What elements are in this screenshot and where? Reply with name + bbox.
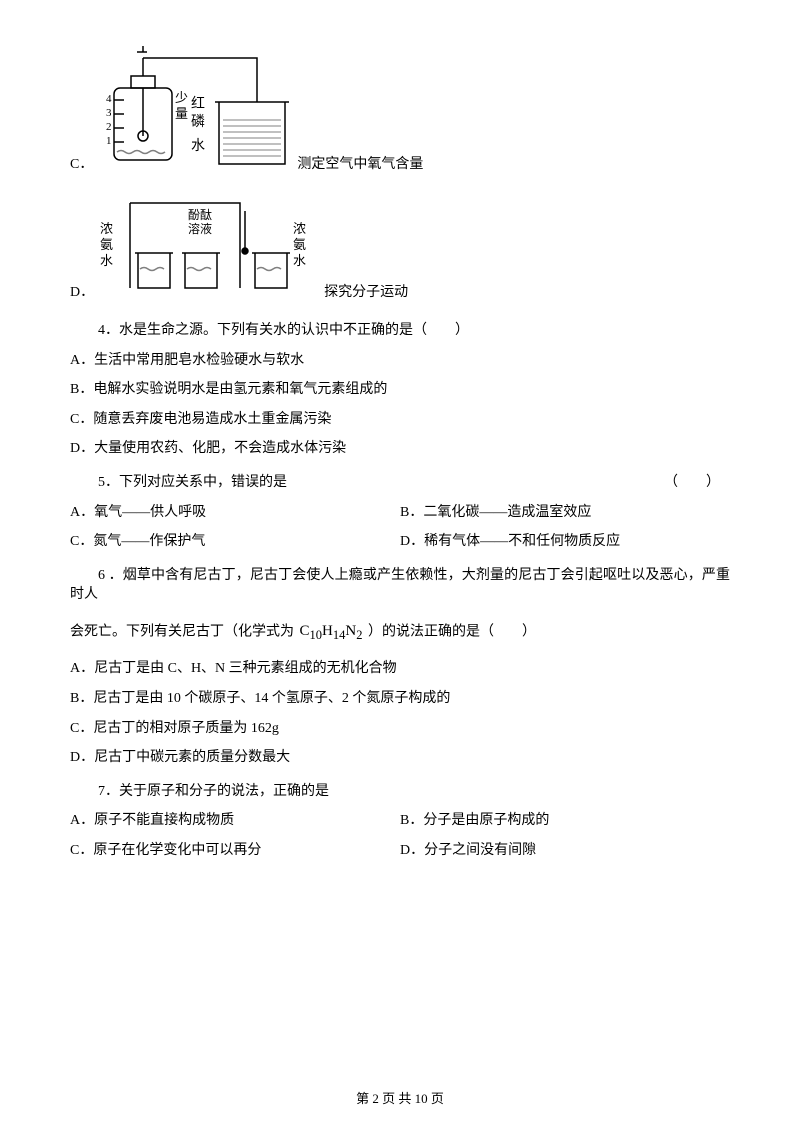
f-C: C <box>300 623 310 639</box>
diagram-c-caption: 测定空气中氧气含量 <box>297 155 423 175</box>
f-c: 10 <box>310 628 323 642</box>
footer-mid: 页 共 <box>379 1091 415 1106</box>
f-H: H <box>322 623 333 639</box>
q6-stem2: 会死亡。下列有关尼古丁（化学式为 C10H14N2 ）的说法正确的是（ ） <box>70 615 730 650</box>
option-c-label: C． <box>70 155 93 175</box>
label-liang: 量 <box>175 106 188 121</box>
q6-stem2b: ）的说法正确的是（ ） <box>368 624 536 639</box>
q7-d: D．分子之间没有间隙 <box>400 841 730 861</box>
f-N: N <box>345 623 356 639</box>
scale-1: 1 <box>106 135 112 147</box>
scale-3: 3 <box>106 107 112 119</box>
scale-4: 4 <box>106 93 112 105</box>
q4-c: C．随意丢弃废电池易造成水土重金属污染 <box>70 410 730 430</box>
q6-d: D．尼古丁中碳元素的质量分数最大 <box>70 748 730 768</box>
f-n: 2 <box>356 628 362 642</box>
q5-stem: 5．下列对应关系中，错误的是 <box>70 473 636 493</box>
page-root: C． <box>0 0 800 1132</box>
q7-b: B．分子是由原子构成的 <box>400 811 730 831</box>
q7-row-cd: C．原子在化学变化中可以再分 D．分子之间没有间隙 <box>70 841 730 861</box>
q6-stem1: 6 ．烟草中含有尼古丁，尼古丁会使人上瘾或产生依赖性，大剂量的尼古丁会引起呕吐以… <box>70 566 730 605</box>
scale-2: 2 <box>106 121 112 133</box>
q6-b: B．尼古丁是由 10 个碳原子、14 个氢原子、2 个氮原子构成的 <box>70 689 730 709</box>
footer-suffix: 页 <box>428 1091 444 1106</box>
q5-stem-row: 5．下列对应关系中，错误的是 （ ） <box>70 473 730 493</box>
footer-prefix: 第 <box>356 1091 372 1106</box>
q6-stem2a: 会死亡。下列有关尼古丁（化学式为 <box>70 624 294 639</box>
label-anshui-l2: 氨 <box>100 237 113 252</box>
diagram-d-box: 浓 氨 水 酚酞 溶液 浓 氨 水 <box>100 193 310 303</box>
q4-a: A．生活中常用肥皂水检验硬水与软水 <box>70 351 730 371</box>
q5-row-ab: A．氧气——供人呼吸 B．二氧化碳——造成温室效应 <box>70 503 730 523</box>
label-anshui-l1: 浓 <box>100 221 113 236</box>
q7-c: C．原子在化学变化中可以再分 <box>70 841 400 861</box>
q7-row-ab: A．原子不能直接构成物质 B．分子是由原子构成的 <box>70 811 730 831</box>
label-hong: 红 <box>191 96 205 112</box>
page-footer: 第 2 页 共 10 页 <box>0 1090 800 1108</box>
q4-stem: 4．水是生命之源。下列有关水的认识中不正确的是（ ） <box>70 321 730 341</box>
q5-b: B．二氧化碳——造成温室效应 <box>400 503 730 523</box>
label-fentai1: 酚酞 <box>188 207 212 222</box>
q7-a: A．原子不能直接构成物质 <box>70 811 400 831</box>
q5-c: C．氮气——作保护气 <box>70 532 400 552</box>
label-anshui-r2: 氨 <box>293 237 306 252</box>
label-shui: 水 <box>191 138 205 154</box>
diagram-c-svg: 4 3 2 1 少 量 红 磷 水 <box>99 40 289 175</box>
q6-c: C．尼古丁的相对原子质量为 162g <box>70 719 730 739</box>
option-d-label: D． <box>70 283 94 303</box>
diagram-d-svg: 浓 氨 水 酚酞 溶液 浓 氨 水 <box>100 193 310 303</box>
q5-a: A．氧气——供人呼吸 <box>70 503 400 523</box>
label-anshui-l3: 水 <box>100 253 113 268</box>
diagram-c-box: 4 3 2 1 少 量 红 磷 水 <box>99 40 289 175</box>
diagram-d-row: D． <box>70 193 730 303</box>
label-shao: 少 <box>175 90 188 105</box>
formula-icon: C10H14N2 <box>298 615 365 650</box>
q6-a: A．尼古丁是由 C、H、N 三种元素组成的无机化合物 <box>70 659 730 679</box>
diagram-d-caption: 探究分子运动 <box>324 283 408 303</box>
diagram-c-row: C． <box>70 40 730 175</box>
label-fentai2: 溶液 <box>188 221 212 236</box>
label-anshui-r3: 水 <box>293 253 306 268</box>
label-lin: 磷 <box>191 114 205 130</box>
q4-d: D．大量使用农药、化肥，不会造成水体污染 <box>70 439 730 459</box>
f-h: 14 <box>333 628 346 642</box>
q4-b: B．电解水实验说明水是由氢元素和氧气元素组成的 <box>70 380 730 400</box>
q5-row-cd: C．氮气——作保护气 D．稀有气体——不和任何物质反应 <box>70 532 730 552</box>
q5-d: D．稀有气体——不和任何物质反应 <box>400 532 730 552</box>
q7-stem: 7．关于原子和分子的说法，正确的是 <box>70 782 730 802</box>
label-anshui-r1: 浓 <box>293 221 306 236</box>
footer-total: 10 <box>415 1091 428 1106</box>
q5-paren: （ ） <box>636 473 730 493</box>
